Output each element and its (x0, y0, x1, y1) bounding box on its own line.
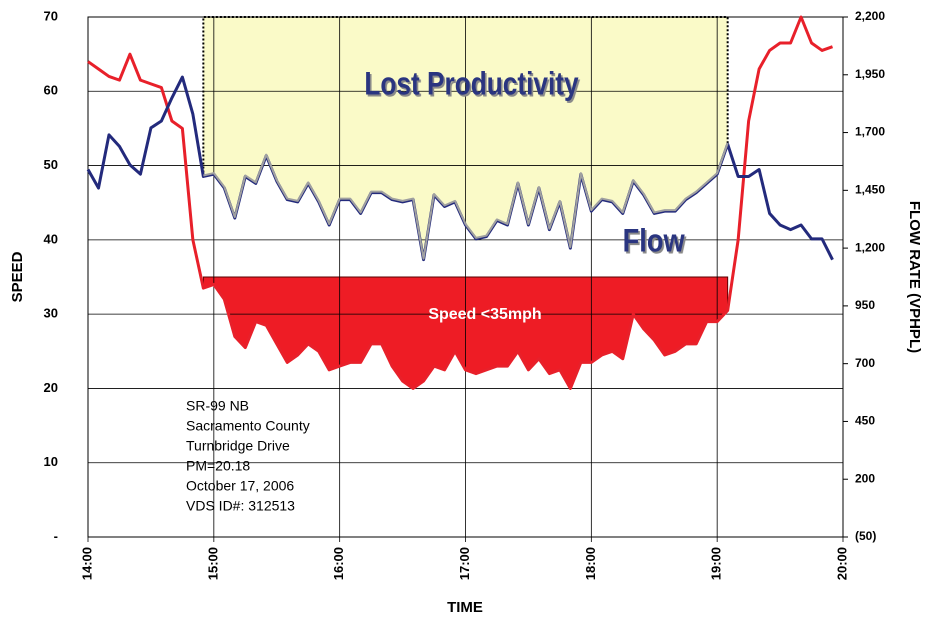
y2-axis-label: FLOW RATE (VPHPL) (906, 201, 923, 353)
y2-tick-label: 200 (855, 471, 875, 485)
note-line: VDS ID#: 312513 (186, 498, 295, 514)
y-tick-label: 30 (44, 306, 58, 321)
y2-tick-label: 1,700 (855, 125, 885, 139)
y-axis-label: SPEED (9, 251, 26, 302)
y2-tick-label: 700 (855, 356, 875, 370)
plot-border (87, 16, 844, 538)
x-axis-label: TIME (447, 599, 483, 616)
x-tick-label: 19:00 (709, 547, 724, 580)
x-tick-label: 17:00 (457, 547, 472, 580)
note-line: Sacramento County (186, 418, 310, 434)
x-tick-label: 15:00 (205, 547, 220, 580)
y-tick-label: - (54, 528, 58, 543)
flow-highlight (203, 142, 729, 260)
x-tick-label: 16:00 (331, 547, 346, 580)
annotation-speed: Speed <35mph (428, 306, 541, 323)
line-layer (86, 15, 834, 390)
y2-tick-label: 1,950 (855, 67, 885, 81)
series-line (87, 15, 834, 390)
annotation-lost-productivity: Lost Productivity (364, 67, 579, 102)
text-layer: Lost Productivity Speed <35mph Flow TIME… (9, 8, 923, 616)
note-line: Turnbridge Drive (186, 438, 290, 454)
y-tick-label: 60 (44, 83, 58, 98)
y2-tick-label: 2,200 (855, 9, 885, 23)
annotation-flow: Flow (623, 223, 686, 259)
note-line: SR-99 NB (186, 398, 249, 414)
y2-tick-label: 1,450 (855, 183, 885, 197)
x-tick-label: 18:00 (583, 547, 598, 580)
y2-tick-label: 1,200 (855, 240, 885, 254)
y2-tick-label: (50) (855, 529, 876, 543)
y2-tick-label: 950 (855, 298, 875, 312)
note-line: PM=20.18 (186, 458, 250, 474)
grid-layer (87, 16, 848, 542)
y-tick-label: 20 (44, 380, 58, 395)
y-tick-label: 10 (44, 454, 58, 469)
x-tick-label: 20:00 (834, 547, 849, 580)
note-line: October 17, 2006 (186, 478, 294, 494)
y2-tick-label: 450 (855, 414, 875, 428)
y-tick-label: 70 (44, 8, 58, 23)
x-tick-label: 14:00 (79, 547, 94, 580)
y-tick-label: 40 (44, 231, 58, 246)
y-tick-label: 50 (44, 157, 58, 172)
